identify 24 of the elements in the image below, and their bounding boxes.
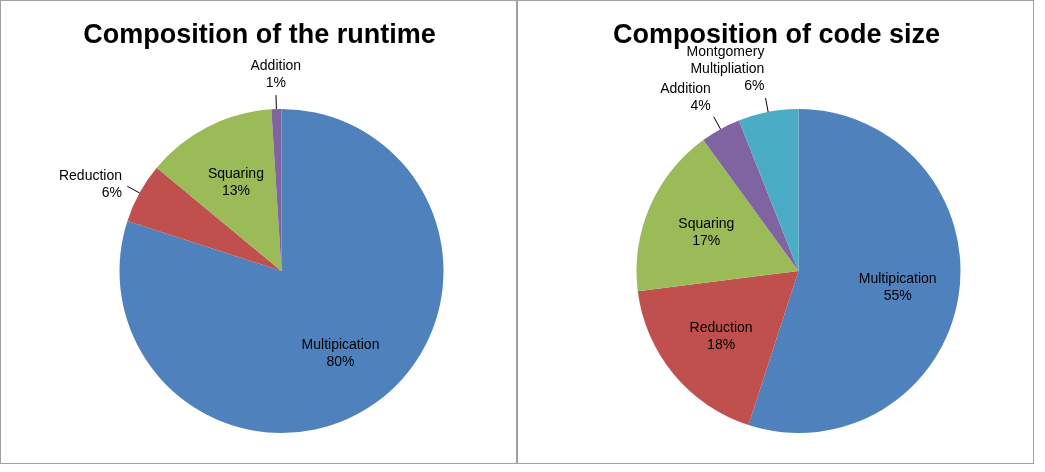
slice-label: Addition [250, 57, 302, 74]
data-label: 4% [690, 96, 711, 113]
slice-label: Squaring [207, 165, 264, 182]
data-label: 13% [221, 182, 250, 199]
data-label: 1% [265, 74, 286, 91]
data-label: 17% [692, 231, 721, 248]
slice-label: Squaring [678, 214, 735, 231]
data-label: 6% [101, 183, 123, 200]
pie-slice [636, 139, 799, 292]
pie-slice [127, 167, 282, 271]
data-label: 55% [883, 287, 912, 304]
chart-title: Composition of the runtime [82, 19, 437, 50]
slice-label: Multipication [858, 270, 937, 287]
data-label: 18% [707, 335, 736, 352]
data-label: 80% [326, 352, 355, 369]
pie-slice [156, 109, 282, 271]
slice-label: Reduction [58, 166, 123, 183]
slice-label: Addition [660, 79, 711, 96]
pie-slice [738, 109, 799, 271]
data-label: 6% [744, 77, 765, 94]
pie-slice [637, 271, 799, 426]
slice-label: Reduction [689, 318, 753, 335]
pie-slice [271, 109, 282, 271]
slice-label: Multipication [301, 335, 380, 352]
